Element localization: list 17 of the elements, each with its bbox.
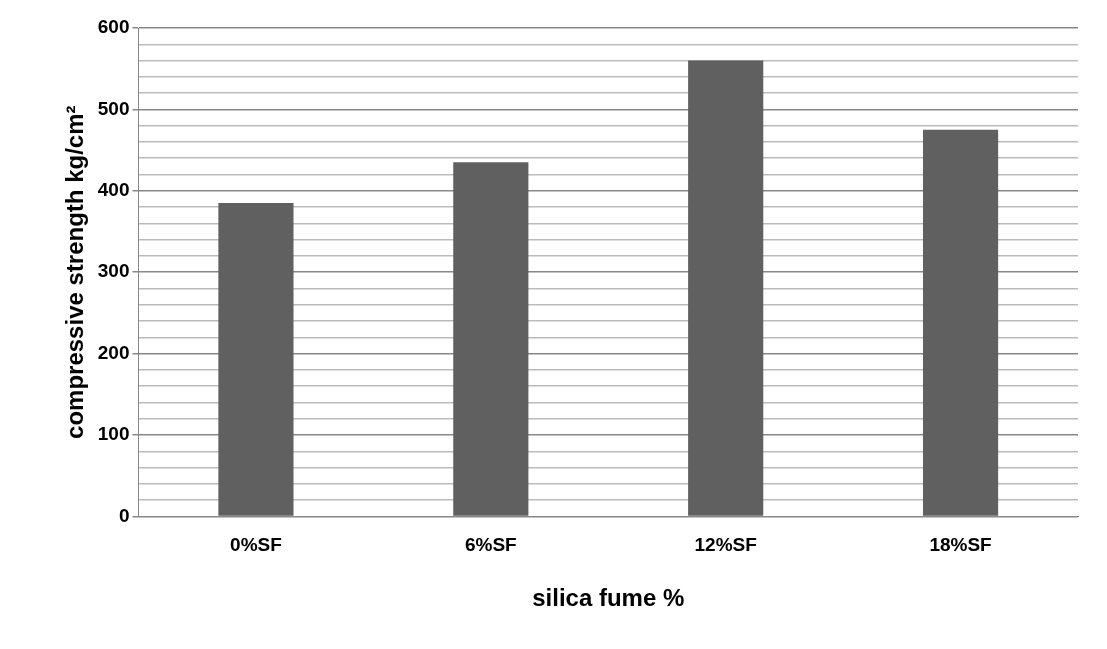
y-tick-label: 300	[97, 260, 130, 282]
y-tick-label: 500	[97, 97, 130, 119]
x-tick-label: 12%SF	[694, 534, 757, 556]
y-tick-label: 0	[118, 504, 130, 526]
x-tick-label: 0%SF	[230, 534, 282, 556]
bar	[688, 60, 764, 516]
x-tick-label: 6%SF	[464, 534, 517, 556]
y-tick-label: 100	[97, 423, 130, 445]
bar	[453, 162, 529, 516]
x-tick-label: 18%SF	[929, 534, 992, 556]
x-axis-title: silica fume %	[532, 584, 685, 612]
y-tick-label: 200	[97, 341, 130, 363]
y-axis-title: compressive strength kg/cm²	[61, 105, 89, 439]
bar	[218, 203, 294, 516]
bar	[922, 129, 999, 516]
y-tick-label: 400	[97, 179, 130, 201]
y-tick-label: 600	[97, 16, 130, 38]
